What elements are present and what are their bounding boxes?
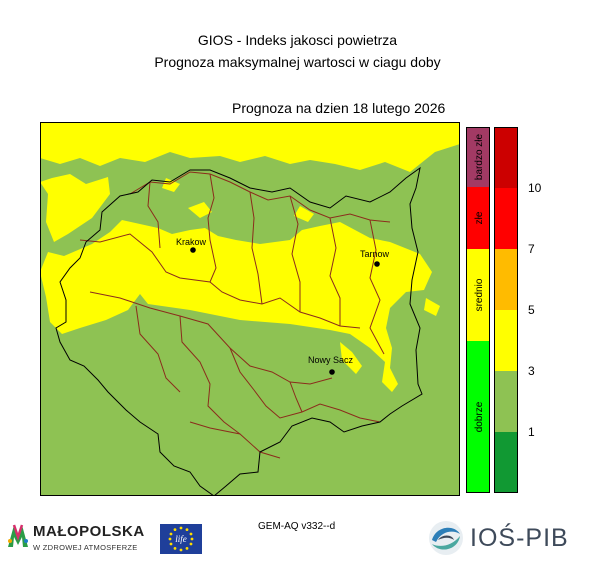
ios-pib-logo: IOŚ-PIB	[424, 517, 584, 559]
city-krakow: Krakow	[176, 237, 207, 253]
malopolska-tagline: W ZDROWEJ ATMOSFERZE	[33, 543, 138, 552]
ios-swirl-icon	[429, 521, 463, 555]
eu-stars-icon: life	[168, 526, 194, 552]
malopolska-logo: MAŁOPOLSKA W ZDROWEJ ATMOSFERZE	[6, 521, 156, 559]
map-subtitle: Prognoza maksymalnej wartosci w ciagu do…	[154, 54, 441, 70]
map-title: GIOS - Indeks jakosci powietrza	[197, 32, 398, 48]
malopolska-emblem-icon	[8, 524, 28, 547]
city-marker	[190, 247, 196, 253]
scale-label-5: 5	[528, 303, 535, 317]
category-moderate	[466, 249, 490, 341]
scale-label-3: 3	[528, 364, 535, 378]
category-label-moderate: srednio	[474, 278, 485, 311]
eu-life-logo: life	[160, 524, 202, 554]
category-bad	[466, 187, 490, 249]
county-borders	[79, 171, 391, 459]
region-borders	[55, 166, 423, 496]
eu-life-text: life	[175, 534, 187, 544]
category-frame	[466, 127, 490, 493]
category-label-bad: złe	[474, 211, 485, 224]
forecast-date: Prognoza na dzien 18 lutego 2026	[232, 100, 446, 116]
city-label-nowy-sacz: Nowy Sacz	[308, 355, 354, 365]
scale-band-moderate	[494, 310, 518, 371]
category-label-good: dobrze	[474, 401, 485, 432]
scale-label-10: 10	[528, 181, 542, 195]
scale-band-good	[494, 371, 518, 432]
category-legend: bardzo złe złe srednio dobrze	[466, 127, 490, 493]
ios-pib-wordmark: IOŚ-PIB	[470, 524, 569, 552]
scale-band-very-good	[494, 432, 518, 493]
scale-band-very-bad	[494, 127, 518, 188]
city-nowy-sacz: Nowy Sacz	[308, 355, 354, 375]
scale-frame	[494, 127, 518, 493]
moderate-zones	[40, 122, 460, 392]
model-version: GEM-AQ v332--d	[258, 521, 336, 532]
city-marker	[329, 369, 335, 375]
malopolska-wordmark: MAŁOPOLSKA	[33, 523, 145, 540]
map-frame	[40, 122, 460, 496]
category-good	[466, 341, 490, 493]
city-marker	[374, 261, 380, 267]
air-quality-map: Krakow Tarnow Nowy Sacz	[40, 122, 460, 496]
city-tarnow: Tarnow	[360, 249, 390, 267]
city-label-krakow: Krakow	[176, 237, 207, 247]
scale-band-sufficient	[494, 249, 518, 310]
scale-band-bad	[494, 188, 518, 249]
category-very-bad	[466, 127, 490, 187]
category-label-very-bad: bardzo złe	[474, 133, 485, 180]
scale-label-7: 7	[528, 242, 535, 256]
scale-label-1: 1	[528, 425, 535, 439]
index-scale-bar	[494, 127, 518, 493]
city-label-tarnow: Tarnow	[360, 249, 390, 259]
